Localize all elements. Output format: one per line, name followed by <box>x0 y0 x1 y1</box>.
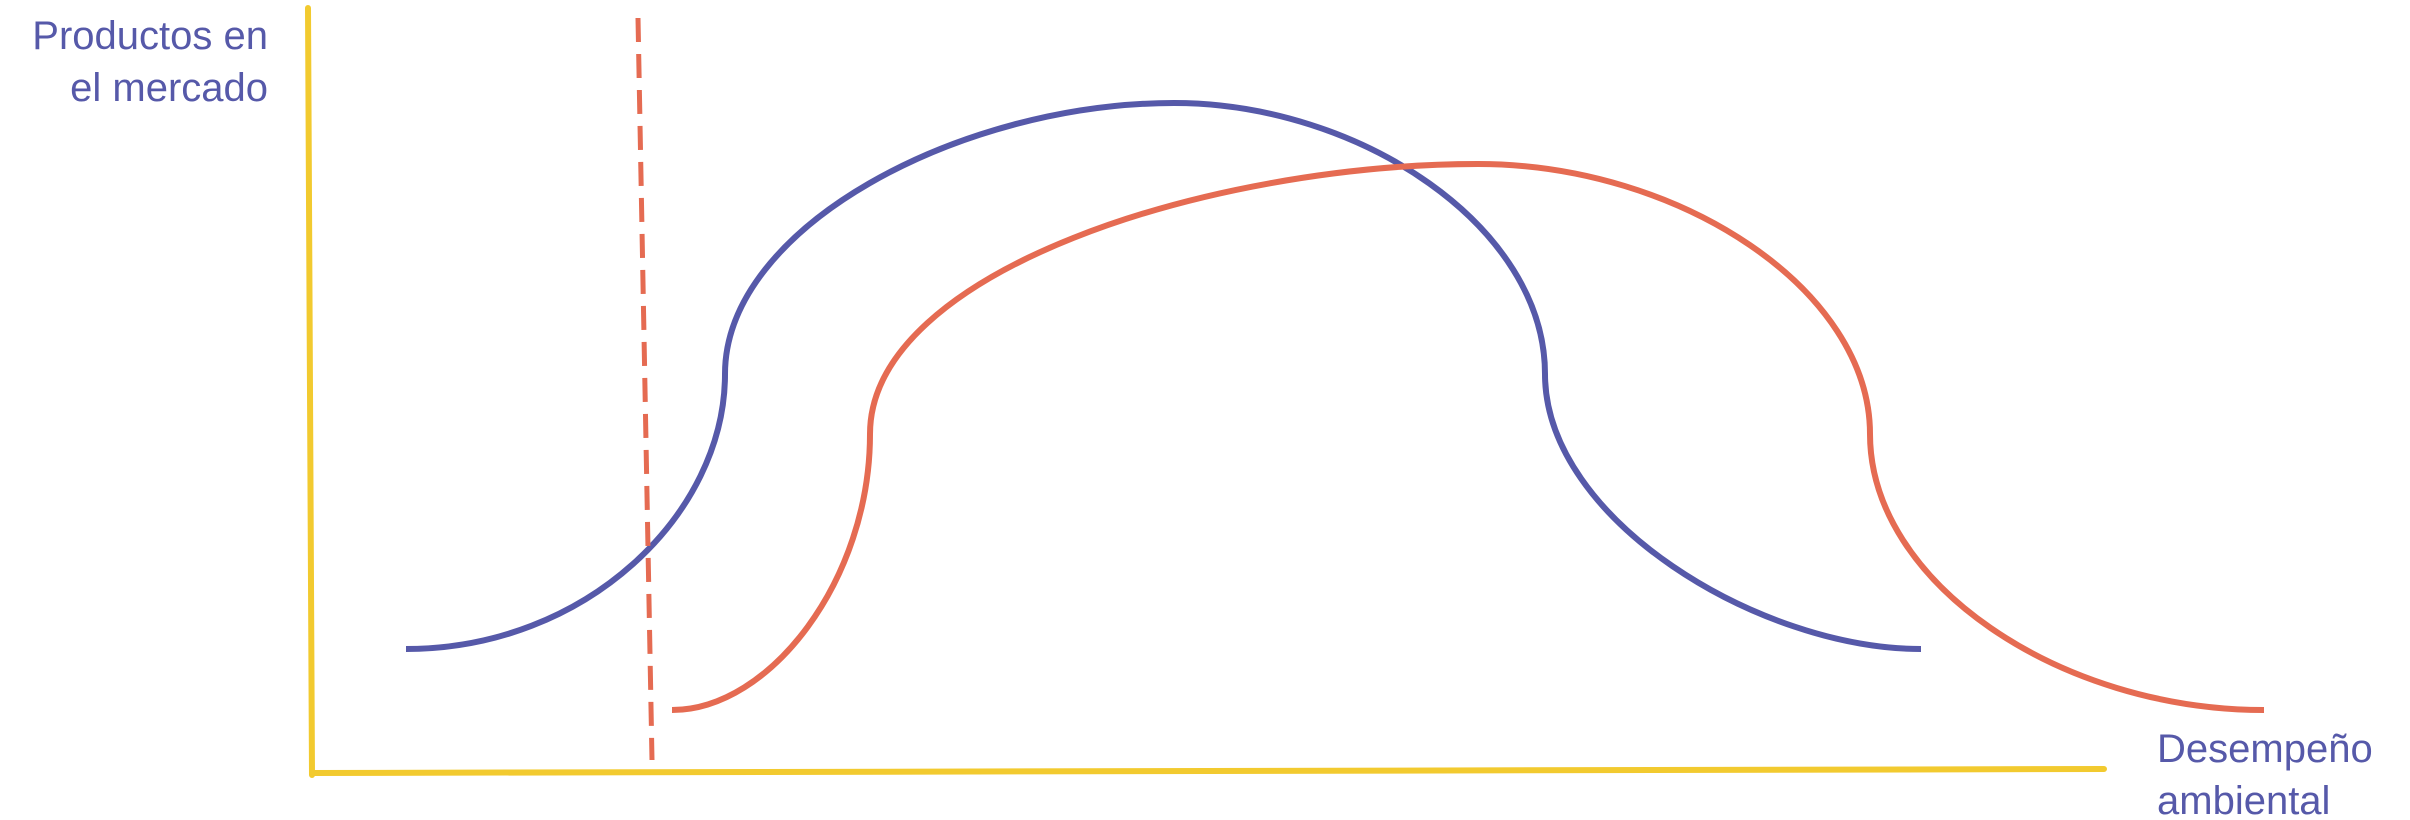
dashed-threshold-line <box>635 17 655 761</box>
y-axis-label-line-2: el mercado <box>70 66 268 110</box>
y-axis <box>305 5 315 778</box>
orange-distribution-curve <box>671 161 2265 713</box>
y-axis-label: Productos en el mercado <box>32 10 268 114</box>
x-axis-label: Desempeño ambiental <box>2157 723 2373 820</box>
x-axis-label-line-1: Desempeño <box>2157 727 2373 771</box>
blue-distribution-curve <box>405 100 1922 652</box>
x-axis <box>309 766 2107 776</box>
y-axis-label-line-1: Productos en <box>32 14 268 58</box>
x-axis-label-line-2: ambiental <box>2157 779 2331 820</box>
